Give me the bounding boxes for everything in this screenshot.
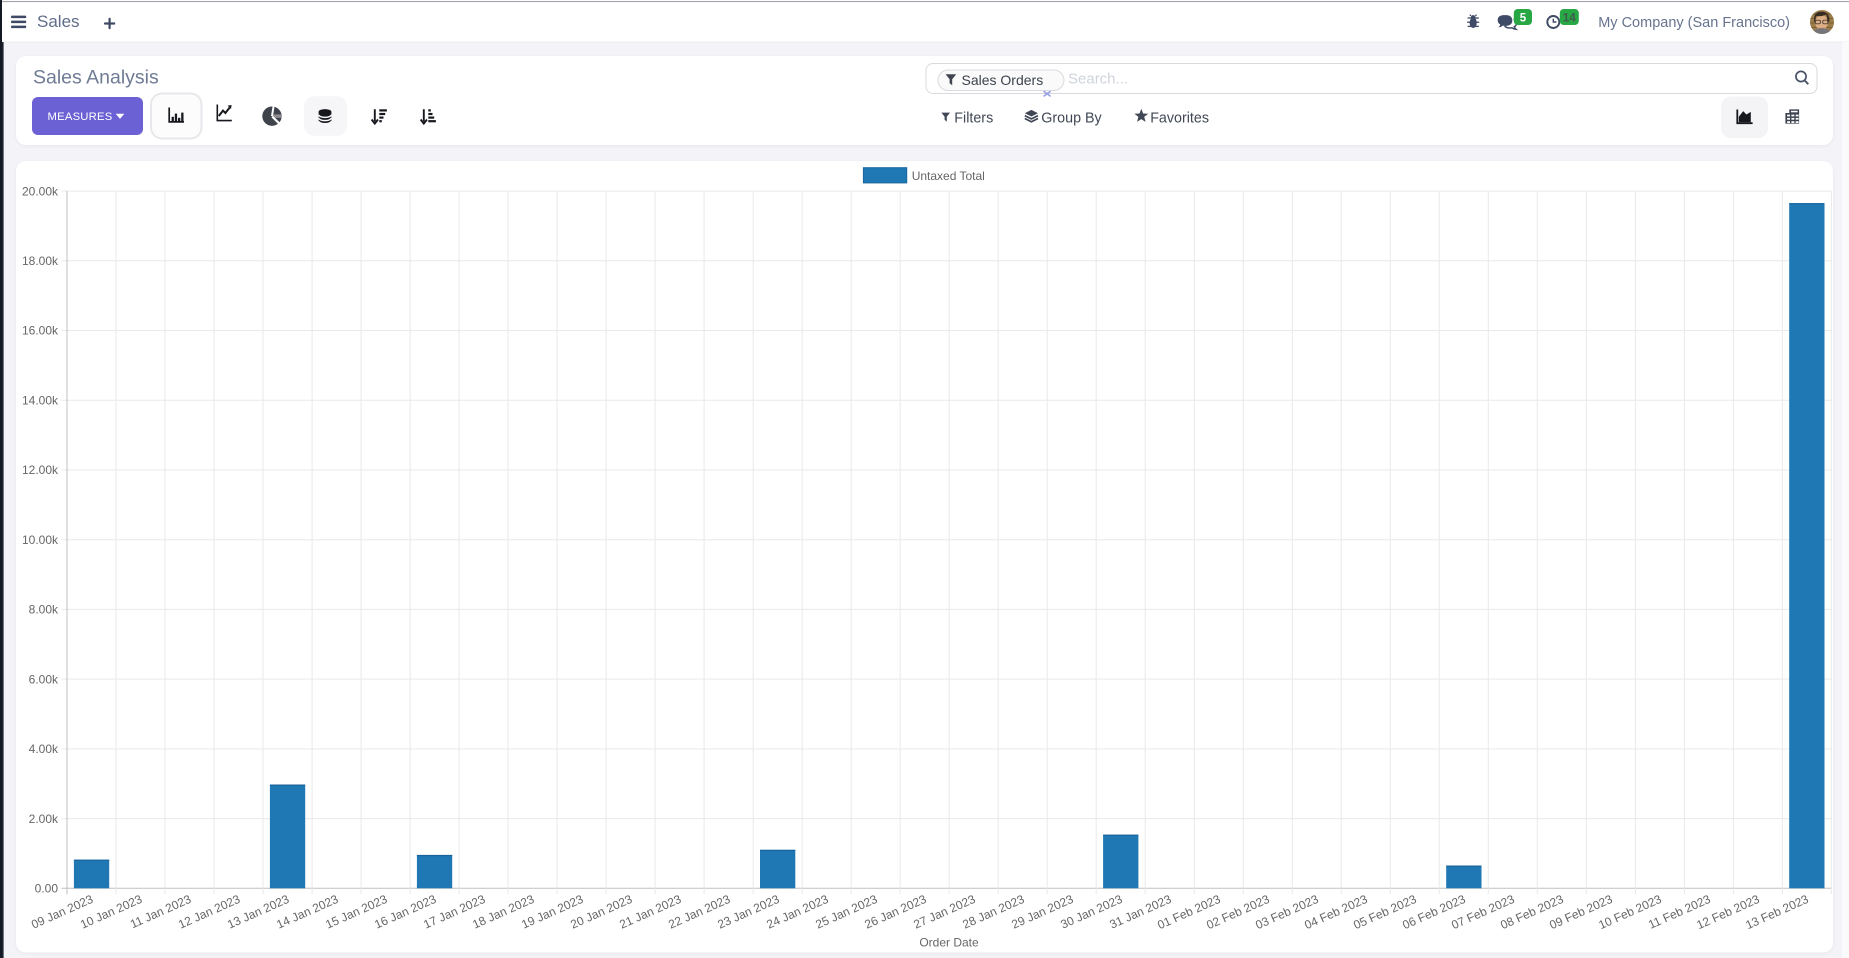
svg-text:Sales Analysis: Sales Analysis [33,66,159,88]
svg-text:Sales: Sales [37,12,80,31]
svg-text:20.00k: 20.00k [22,184,59,198]
svg-text:4.00k: 4.00k [29,742,59,756]
svg-text:8.00k: 8.00k [29,603,59,617]
svg-text:Untaxed Total: Untaxed Total [912,169,985,183]
svg-text:16.00k: 16.00k [22,324,59,338]
svg-text:12.00k: 12.00k [22,463,59,477]
svg-text:5: 5 [1520,13,1527,25]
svg-text:0.00: 0.00 [35,882,59,896]
svg-text:Search...: Search... [1068,71,1128,88]
svg-text:18.00k: 18.00k [22,254,59,268]
svg-text:My Company (San Francisco): My Company (San Francisco) [1598,15,1790,31]
svg-text:Sales Orders: Sales Orders [962,72,1044,88]
svg-text:Group By: Group By [1041,111,1102,127]
svg-text:6.00k: 6.00k [29,672,59,686]
svg-text:14.00k: 14.00k [22,394,59,408]
svg-text:Filters: Filters [954,111,993,127]
svg-text:Favorites: Favorites [1150,111,1209,127]
svg-text:MEASURES: MEASURES [47,111,112,123]
svg-text:14: 14 [1563,13,1576,25]
svg-text:2.00k: 2.00k [29,812,59,826]
svg-text:Order Date: Order Date [919,936,979,950]
svg-text:10.00k: 10.00k [22,533,59,547]
